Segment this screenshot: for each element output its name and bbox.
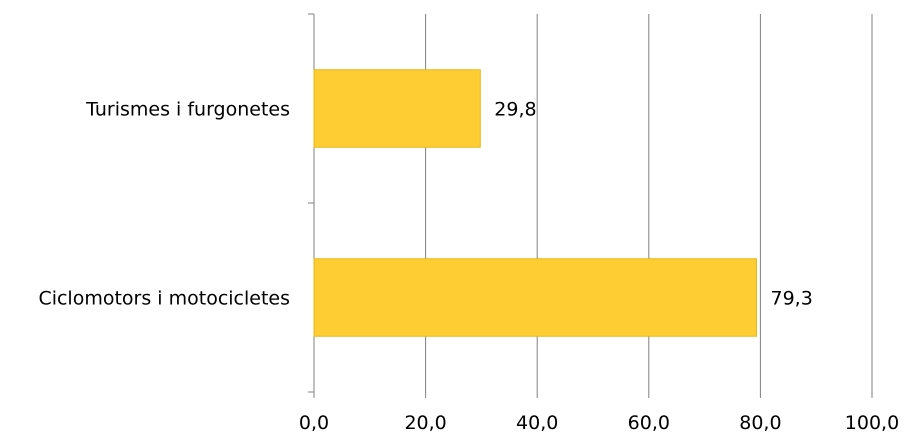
x-tick-label: 80,0 xyxy=(739,412,781,434)
bars xyxy=(313,69,757,337)
bar xyxy=(313,258,757,337)
data-label: 79,3 xyxy=(770,288,812,310)
x-tick-label: 0,0 xyxy=(299,412,329,434)
labels: 0,0 20,0 40,0 60,0 80,0 100,0 Turismes i furgo… xyxy=(38,99,899,435)
x-tick-label: 20,0 xyxy=(404,412,446,434)
x-tick-label: 60,0 xyxy=(628,412,670,434)
data-label: 29,8 xyxy=(494,99,536,121)
category-label: Ciclomotors i motocicletes xyxy=(38,288,290,310)
x-tick-label: 40,0 xyxy=(516,412,558,434)
bar xyxy=(313,69,481,148)
x-tick-label: 100,0 xyxy=(845,412,899,434)
category-label: Turismes i furgonetes xyxy=(85,99,290,121)
